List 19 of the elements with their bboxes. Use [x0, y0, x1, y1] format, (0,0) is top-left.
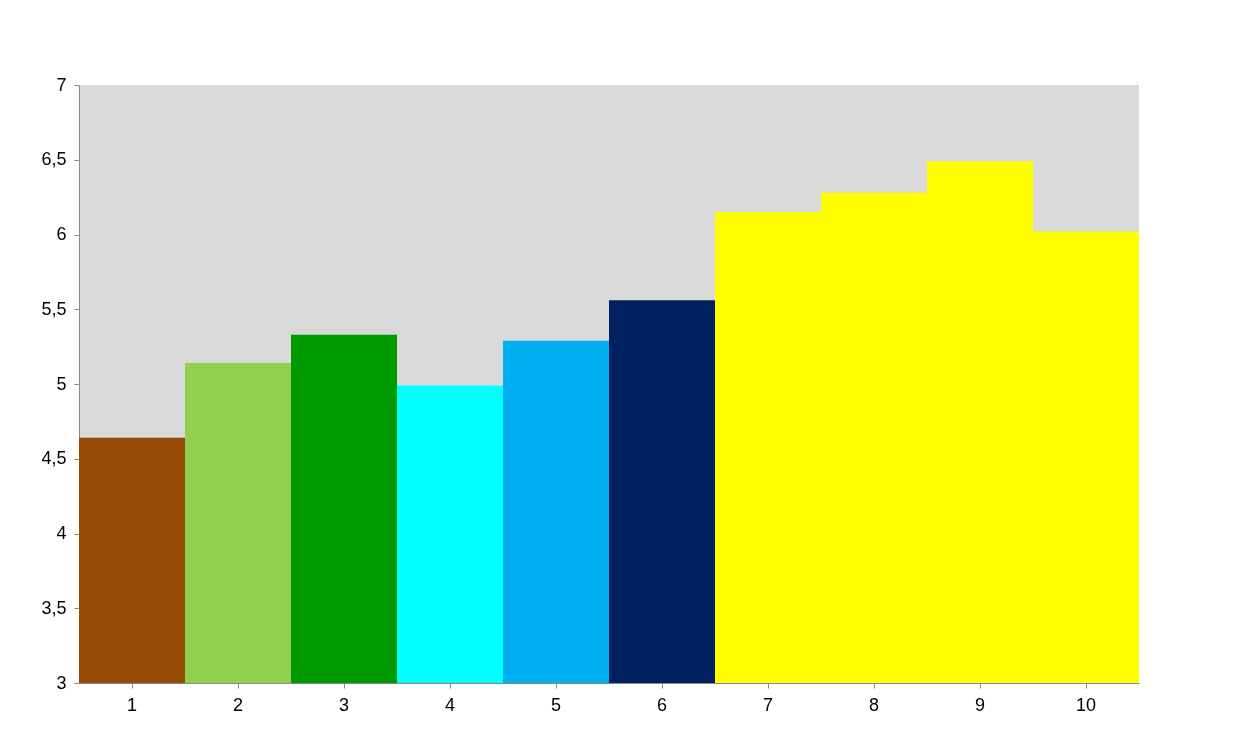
x-tick-label: 3	[338, 694, 350, 715]
x-tick-label: 9	[974, 694, 986, 715]
x-tick-label: 8	[868, 694, 880, 715]
y-tick-label: 3,5	[41, 597, 67, 618]
y-tick-label: 5,5	[41, 298, 67, 319]
x-tick-label: 2	[232, 694, 244, 715]
x-tick-label: 4	[444, 694, 456, 715]
y-tick-label: 6	[56, 224, 67, 244]
y-tick-label: 5	[56, 373, 67, 394]
y-tick-label: 4	[56, 523, 67, 543]
x-tick-label: 6	[656, 694, 668, 715]
y-tick-label: 3	[56, 672, 67, 693]
y-tick-label: 6,5	[41, 149, 67, 170]
y-tick-label: 7	[56, 74, 67, 95]
y-tick-label: 4,5	[41, 448, 67, 469]
x-tick-label: 5	[550, 694, 562, 715]
x-tick-label: 10	[1075, 694, 1097, 715]
x-tick-label: 7	[762, 694, 774, 715]
x-tick-label: 1	[126, 694, 138, 715]
